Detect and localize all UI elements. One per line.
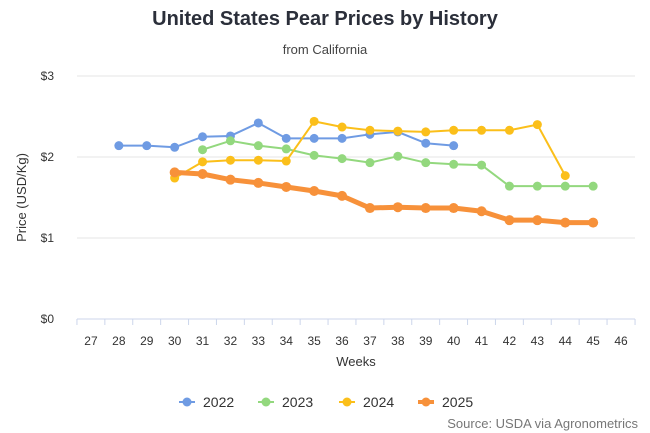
chart-title: United States Pear Prices by History [152, 8, 498, 30]
y-tick-label: $3 [41, 69, 55, 83]
data-point-2023 [449, 159, 459, 169]
data-point-2025 [504, 215, 515, 226]
data-point-2025 [364, 203, 375, 214]
data-point-2023 [337, 154, 347, 164]
data-point-2023 [198, 145, 208, 155]
data-point-2023 [588, 181, 598, 191]
x-tick-label: 28 [112, 334, 126, 348]
data-point-2025 [392, 202, 403, 213]
x-tick-label: 34 [280, 334, 294, 348]
x-tick-label: 42 [503, 334, 517, 348]
y-tick-label: $1 [41, 231, 55, 245]
series-line-2025 [174, 169, 594, 226]
data-point-2024 [225, 155, 235, 165]
data-point-2022 [281, 133, 291, 143]
y-tick-label: $2 [41, 150, 55, 164]
data-point-2023 [532, 181, 542, 191]
data-point-2022 [114, 141, 124, 151]
x-tick-label: 36 [335, 334, 349, 348]
x-tick-label: 27 [84, 334, 98, 348]
legend-label-2023: 2023 [282, 394, 313, 410]
data-point-2025 [309, 186, 320, 197]
legend-label-2022: 2022 [203, 394, 234, 410]
data-point-2022 [253, 118, 263, 128]
data-point-2022 [449, 141, 459, 151]
data-point-2023 [225, 136, 235, 146]
data-point-2023 [253, 141, 263, 151]
data-point-2025 [169, 167, 180, 178]
data-point-2024 [421, 127, 431, 137]
x-tick-label: 31 [196, 334, 210, 348]
data-point-2023 [281, 144, 291, 154]
data-point-2025 [532, 215, 543, 226]
data-point-2024 [198, 157, 208, 167]
x-tick-label: 32 [224, 334, 238, 348]
x-tick-label: 29 [140, 334, 154, 348]
data-point-2025 [253, 177, 264, 188]
x-tick-label: 35 [307, 334, 321, 348]
x-axis-label: Weeks [336, 354, 376, 369]
data-point-2025 [225, 174, 236, 185]
x-tick-label: 43 [531, 334, 545, 348]
data-point-2024 [393, 126, 403, 136]
data-point-2022 [309, 133, 319, 143]
data-point-2024 [477, 125, 487, 135]
data-point-2023 [393, 151, 403, 161]
x-tick-label: 46 [614, 334, 628, 348]
data-point-2022 [337, 133, 347, 143]
x-tick-label: 44 [559, 334, 573, 348]
data-point-2025 [560, 217, 571, 228]
data-point-2025 [476, 206, 487, 217]
data-point-2023 [421, 158, 431, 168]
x-tick-label: 45 [586, 334, 600, 348]
data-point-2024 [281, 156, 291, 166]
y-tick-label: $0 [41, 312, 55, 326]
y-axis-label: Price (USD/Kg) [14, 153, 29, 242]
data-point-2022 [198, 132, 208, 142]
data-point-2025 [281, 181, 292, 192]
data-point-2025 [197, 169, 208, 180]
data-point-2024 [365, 125, 375, 135]
data-point-2023 [477, 160, 487, 170]
x-tick-label: 30 [168, 334, 182, 348]
legend-label-2025: 2025 [442, 394, 473, 410]
data-point-2025 [420, 203, 431, 214]
source-credit: Source: USDA via Agronometrics [447, 416, 638, 431]
data-point-2024 [560, 171, 570, 181]
data-point-2024 [532, 120, 542, 130]
data-point-2024 [449, 125, 459, 135]
x-tick-label: 33 [252, 334, 266, 348]
legend-marker-2023 [261, 397, 271, 407]
data-point-2025 [588, 217, 599, 228]
x-tick-label: 38 [391, 334, 405, 348]
data-point-2024 [309, 116, 319, 126]
data-point-2024 [337, 122, 347, 132]
data-point-2023 [365, 158, 375, 168]
data-point-2023 [309, 150, 319, 160]
legend-marker-2024 [342, 397, 352, 407]
x-tick-label: 37 [363, 334, 377, 348]
data-point-2022 [421, 138, 431, 148]
legend-label-2024: 2024 [363, 394, 394, 410]
legend-marker-2022 [182, 397, 192, 407]
data-point-2022 [142, 141, 152, 151]
data-point-2022 [170, 142, 180, 152]
legend-marker-2025 [421, 397, 431, 407]
x-tick-label: 40 [447, 334, 461, 348]
x-tick-label: 41 [475, 334, 489, 348]
data-point-2025 [337, 190, 348, 201]
data-point-2023 [504, 181, 514, 191]
data-point-2024 [253, 155, 263, 165]
data-point-2025 [448, 203, 459, 214]
data-point-2023 [560, 181, 570, 191]
data-point-2024 [504, 125, 514, 135]
chart-subtitle: from California [282, 42, 368, 57]
x-tick-label: 39 [419, 334, 433, 348]
